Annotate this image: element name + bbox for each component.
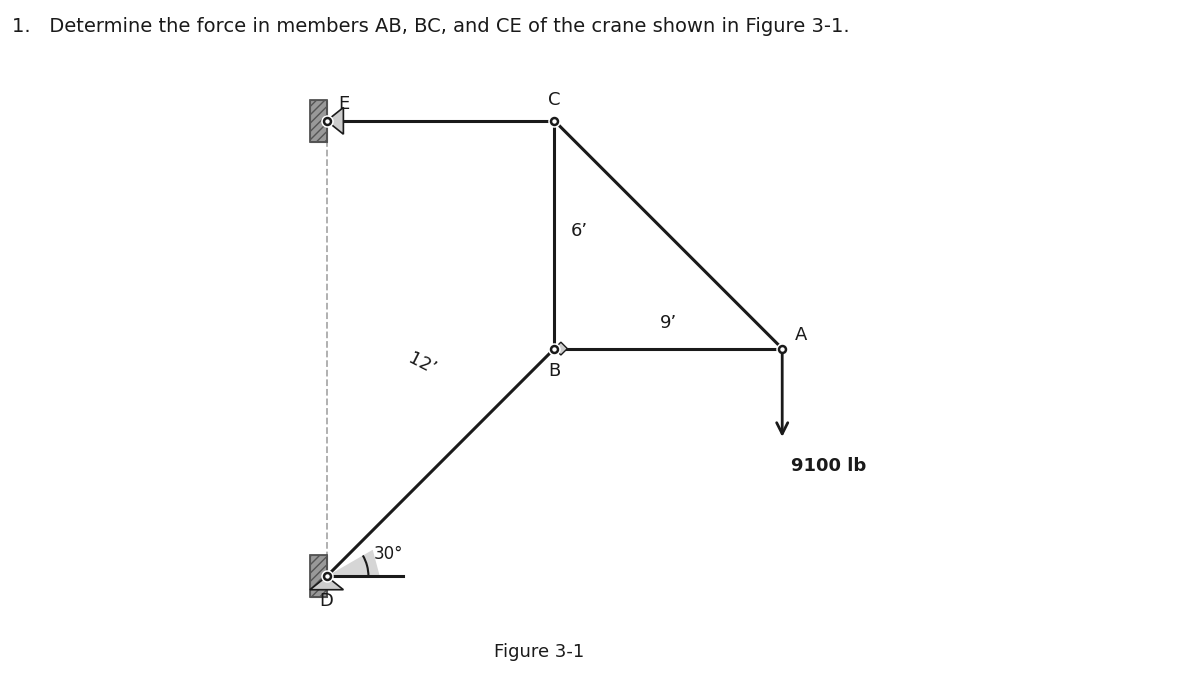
Text: D: D	[319, 592, 334, 610]
Text: 9’: 9’	[660, 314, 677, 332]
Text: B: B	[548, 362, 560, 381]
Text: 30°: 30°	[373, 545, 403, 563]
Bar	[310, 100, 326, 142]
Bar	[310, 555, 326, 597]
Text: C: C	[548, 91, 560, 108]
Text: 12’: 12’	[404, 349, 438, 379]
Text: A: A	[796, 326, 808, 344]
Bar	[310, 555, 326, 597]
Bar	[310, 100, 326, 142]
Text: E: E	[337, 95, 349, 113]
Polygon shape	[554, 342, 568, 355]
Text: Figure 3-1: Figure 3-1	[494, 643, 584, 662]
Text: 6’: 6’	[571, 222, 588, 240]
Polygon shape	[326, 550, 380, 576]
Text: 9100 lb: 9100 lb	[791, 457, 866, 475]
Text: 1.   Determine the force in members AB, BC, and CE of the crane shown in Figure : 1. Determine the force in members AB, BC…	[12, 17, 850, 36]
Polygon shape	[310, 576, 343, 590]
Polygon shape	[326, 108, 343, 134]
